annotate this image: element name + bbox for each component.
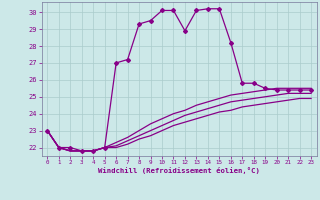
X-axis label: Windchill (Refroidissement éolien,°C): Windchill (Refroidissement éolien,°C)	[98, 167, 260, 174]
